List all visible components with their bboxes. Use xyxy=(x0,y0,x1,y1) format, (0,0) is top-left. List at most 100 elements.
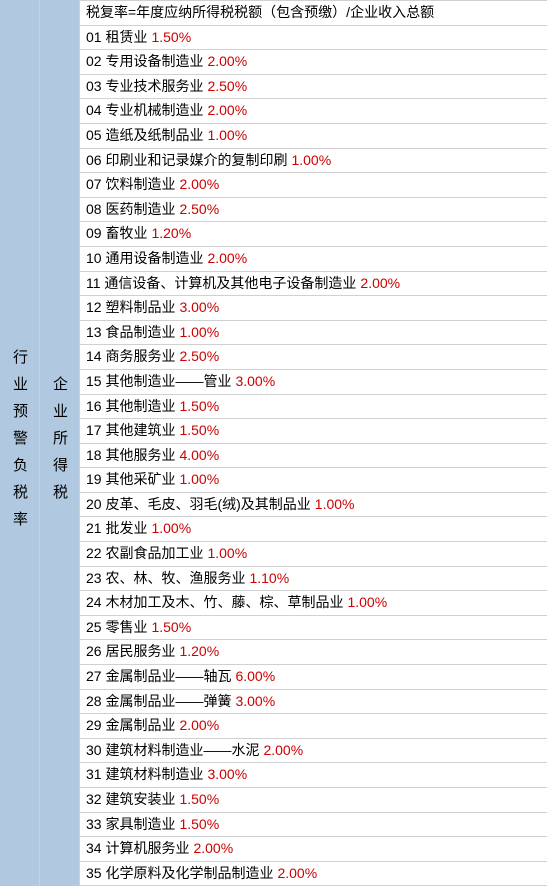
industry-label: 22 农副食品加工业 xyxy=(86,544,203,564)
tax-rate: 2.00% xyxy=(207,52,247,72)
industry-row: 11 通信设备、计算机及其他电子设备制造业2.00% xyxy=(80,272,547,297)
industry-row: 14 商务服务业2.50% xyxy=(80,345,547,370)
industry-row: 34 计算机服务业2.00% xyxy=(80,837,547,862)
tax-rate: 1.00% xyxy=(207,544,247,564)
tax-rate: 1.00% xyxy=(207,126,247,146)
industry-row: 03 专业技术服务业2.50% xyxy=(80,75,547,100)
industry-row: 06 印刷业和记录媒介的复制印刷1.00% xyxy=(80,149,547,174)
industry-row: 22 农副食品加工业1.00% xyxy=(80,542,547,567)
industry-label: 32 建筑安装业 xyxy=(86,790,175,810)
data-rows-container: 税复率=年度应纳所得税税额（包含预缴）/企业收入总额 01 租赁业1.50%02… xyxy=(80,0,547,886)
tax-rate: 1.50% xyxy=(151,28,191,48)
tax-rate: 1.20% xyxy=(179,642,219,662)
tax-rate: 2.00% xyxy=(263,741,303,761)
tax-rate: 2.00% xyxy=(207,249,247,269)
tax-rate: 2.00% xyxy=(179,716,219,736)
industry-row: 20 皮革、毛皮、羽毛(绒)及其制品业1.00% xyxy=(80,493,547,518)
industry-row: 15 其他制造业——管业3.00% xyxy=(80,370,547,395)
industry-label: 24 木材加工及木、竹、藤、棕、草制品业 xyxy=(86,593,343,613)
tax-rate-table: 行业预警负税率 企业所得税 税复率=年度应纳所得税税额（包含预缴）/企业收入总额… xyxy=(0,0,547,886)
tax-rate: 2.00% xyxy=(207,101,247,121)
tax-rate: 6.00% xyxy=(235,667,275,687)
tax-rate: 3.00% xyxy=(235,372,275,392)
industry-label: 13 食品制造业 xyxy=(86,323,175,343)
tax-rate: 1.00% xyxy=(179,323,219,343)
industry-row: 10 通用设备制造业2.00% xyxy=(80,247,547,272)
industry-label: 03 专业技术服务业 xyxy=(86,77,203,97)
industry-row: 04 专业机械制造业2.00% xyxy=(80,99,547,124)
industry-label: 35 化学原料及化学制品制造业 xyxy=(86,864,273,884)
industry-label: 06 印刷业和记录媒介的复制印刷 xyxy=(86,151,287,171)
industry-label: 12 塑料制品业 xyxy=(86,298,175,318)
tax-rate: 3.00% xyxy=(207,765,247,785)
industry-label: 10 通用设备制造业 xyxy=(86,249,203,269)
industry-label: 14 商务服务业 xyxy=(86,347,175,367)
tax-rate: 1.10% xyxy=(249,569,289,589)
tax-rate: 2.00% xyxy=(277,864,317,884)
tax-rate: 1.00% xyxy=(179,470,219,490)
left-header-text: 行业预警负税率 xyxy=(9,349,30,538)
industry-label: 17 其他建筑业 xyxy=(86,421,175,441)
industry-row: 16 其他制造业1.50% xyxy=(80,395,547,420)
industry-label: 34 计算机服务业 xyxy=(86,839,189,859)
tax-rate: 1.50% xyxy=(179,397,219,417)
tax-rate: 1.00% xyxy=(151,519,191,539)
industry-row: 12 塑料制品业3.00% xyxy=(80,296,547,321)
industry-label: 01 租赁业 xyxy=(86,28,147,48)
industry-label: 05 造纸及纸制品业 xyxy=(86,126,203,146)
tax-rate: 2.50% xyxy=(207,77,247,97)
industry-label: 02 专用设备制造业 xyxy=(86,52,203,72)
industry-label: 15 其他制造业——管业 xyxy=(86,372,231,392)
industry-row: 21 批发业1.00% xyxy=(80,517,547,542)
industry-row: 31 建筑材料制造业3.00% xyxy=(80,763,547,788)
tax-rate: 2.50% xyxy=(179,347,219,367)
industry-label: 28 金属制品业——弹簧 xyxy=(86,692,231,712)
tax-rate: 4.00% xyxy=(179,446,219,466)
industry-label: 30 建筑材料制造业——水泥 xyxy=(86,741,259,761)
industry-row: 01 租赁业1.50% xyxy=(80,26,547,51)
tax-rate: 2.00% xyxy=(360,274,400,294)
industry-row: 35 化学原料及化学制品制造业2.00% xyxy=(80,862,547,886)
industry-row: 09 畜牧业1.20% xyxy=(80,222,547,247)
industry-label: 21 批发业 xyxy=(86,519,147,539)
industry-row: 32 建筑安装业1.50% xyxy=(80,788,547,813)
industry-label: 25 零售业 xyxy=(86,618,147,638)
industry-row: 28 金属制品业——弹簧3.00% xyxy=(80,690,547,715)
industry-row: 23 农、林、牧、渔服务业1.10% xyxy=(80,567,547,592)
industry-label: 31 建筑材料制造业 xyxy=(86,765,203,785)
industry-row: 02 专用设备制造业2.00% xyxy=(80,50,547,75)
industry-label: 18 其他服务业 xyxy=(86,446,175,466)
tax-rate: 2.00% xyxy=(193,839,233,859)
industry-row: 25 零售业1.50% xyxy=(80,616,547,641)
industry-label: 04 专业机械制造业 xyxy=(86,101,203,121)
tax-rate: 1.50% xyxy=(179,421,219,441)
industry-row: 27 金属制品业——轴瓦6.00% xyxy=(80,665,547,690)
tax-rate: 3.00% xyxy=(179,298,219,318)
formula-text: 税复率=年度应纳所得税税额（包含预缴）/企业收入总额 xyxy=(86,3,434,23)
industry-label: 20 皮革、毛皮、羽毛(绒)及其制品业 xyxy=(86,495,311,515)
category-header-left: 行业预警负税率 xyxy=(0,0,40,886)
mid-header-text: 企业所得税 xyxy=(49,376,70,511)
industry-label: 33 家具制造业 xyxy=(86,815,175,835)
industry-row: 08 医药制造业2.50% xyxy=(80,198,547,223)
tax-rate: 2.00% xyxy=(179,175,219,195)
industry-row: 05 造纸及纸制品业1.00% xyxy=(80,124,547,149)
industry-label: 08 医药制造业 xyxy=(86,200,175,220)
tax-rate: 1.50% xyxy=(151,618,191,638)
industry-row: 19 其他采矿业1.00% xyxy=(80,468,547,493)
industry-label: 11 通信设备、计算机及其他电子设备制造业 xyxy=(86,274,356,294)
industry-row: 17 其他建筑业1.50% xyxy=(80,419,547,444)
industry-row: 18 其他服务业4.00% xyxy=(80,444,547,469)
tax-rate: 1.20% xyxy=(151,224,191,244)
industry-label: 23 农、林、牧、渔服务业 xyxy=(86,569,245,589)
tax-rate: 1.50% xyxy=(179,790,219,810)
industry-row: 30 建筑材料制造业——水泥2.00% xyxy=(80,739,547,764)
industry-label: 09 畜牧业 xyxy=(86,224,147,244)
industry-label: 26 居民服务业 xyxy=(86,642,175,662)
tax-rate: 1.00% xyxy=(291,151,331,171)
tax-rate: 2.50% xyxy=(179,200,219,220)
industry-label: 27 金属制品业——轴瓦 xyxy=(86,667,231,687)
industry-row: 33 家具制造业1.50% xyxy=(80,813,547,838)
industry-row: 26 居民服务业1.20% xyxy=(80,640,547,665)
tax-rate: 1.50% xyxy=(179,815,219,835)
